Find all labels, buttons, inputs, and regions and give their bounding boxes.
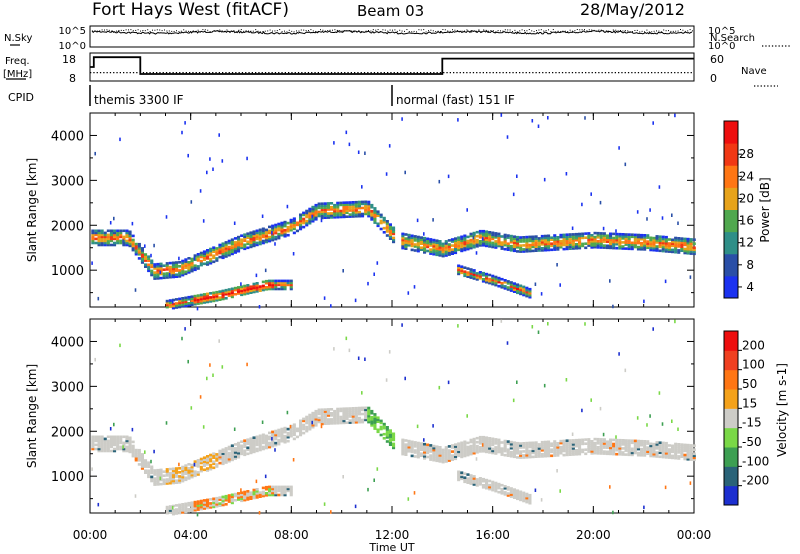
noise-panel-frame — [89, 25, 695, 48]
power-colorbar-tick-0: 4 — [746, 280, 754, 294]
data-layer — [91, 113, 696, 517]
power-colorbar-segment — [724, 121, 738, 144]
power-colorbar-segment — [724, 253, 738, 277]
freq-panel-frame — [89, 52, 695, 82]
xtick-label-6: 00:00 — [677, 528, 712, 542]
xtick-label-2: 08:00 — [274, 528, 309, 542]
velocity-colorbar-segment — [724, 427, 738, 448]
freq-unit-label: [MHz] — [3, 69, 32, 80]
velocity-colorbar-segment — [724, 447, 738, 467]
velocity-colorbar-segment — [724, 389, 738, 409]
velocity-colorbar-tick-3: 15 — [742, 396, 757, 410]
time-axis-label: Time UT — [368, 541, 414, 554]
xtick-label-0: 00:00 — [73, 528, 108, 542]
beam-title: Beam 03 — [357, 2, 425, 20]
xtick-label-4: 16:00 — [475, 528, 510, 542]
freq-tick-top: 18 — [62, 53, 76, 66]
velocity-colorbar-tick-6: -100 — [742, 454, 769, 468]
velocity-colorbar-frame — [723, 330, 739, 506]
freq-tick-bottom: 8 — [69, 72, 76, 85]
power-colorbar-segment — [724, 187, 738, 210]
power-colorbar-label: Power [dB] — [758, 177, 772, 242]
noise-search-label: N.Search — [710, 33, 755, 44]
power-colorbar-tick-2: 12 — [739, 236, 754, 250]
velocity-colorbar-segment — [724, 466, 738, 487]
power-colorbar-segment — [724, 231, 738, 255]
velocity-colorbar-segment — [724, 369, 738, 390]
velocity-ytick-3000: 3000 — [51, 380, 84, 395]
noise-left-tick-top: 10^5 — [59, 26, 86, 37]
xtick-label-5: 20:00 — [576, 528, 611, 542]
power-panel-frame — [89, 112, 695, 308]
xtick-label-3: 12:00 — [375, 528, 410, 542]
power-colorbar-tick-5: 24 — [739, 169, 754, 183]
nave-label: Nave — [741, 66, 767, 77]
power-ytick-4000: 4000 — [51, 129, 84, 144]
velocity-colorbar-tick-5: -50 — [742, 435, 762, 449]
velocity-colorbar-segment — [724, 350, 738, 371]
freq-trace — [90, 56, 694, 75]
velocity-ylabel: Slant Range [km] — [25, 364, 39, 468]
noise-right-tick-bottom: 10^0 — [708, 41, 735, 52]
power-colorbar-segment — [724, 209, 738, 233]
cpid-mode-0: themis 3300 IF — [94, 93, 184, 107]
power-ylabel: Slant Range [km] — [25, 158, 39, 262]
velocity-colorbar-label: Velocity [m s-1] — [775, 363, 789, 457]
freq-label: Freq. — [5, 56, 30, 67]
velocity-colorbar-tick-2: 50 — [742, 377, 757, 391]
velocity-colorbar-segment — [724, 485, 738, 506]
power-colorbar-tick-3: 16 — [739, 214, 754, 228]
velocity-panel-frame — [89, 318, 695, 514]
velocity-colorbar-tick-7: -200 — [742, 474, 769, 488]
velocity-colorbar-tick-4: -15 — [742, 416, 762, 430]
velocity-colorbar-segment — [724, 331, 738, 351]
velocity-ytick-4000: 4000 — [51, 335, 84, 350]
station-title: Fort Hays West (fitACF) — [92, 0, 289, 20]
noise-right-tick-top: 10^5 — [708, 26, 735, 37]
velocity-colorbar-segment — [724, 408, 738, 429]
noise-sky-trace — [91, 30, 693, 35]
cpid-mode-1: normal (fast) 151 IF — [396, 93, 515, 107]
velocity-ytick-2000: 2000 — [51, 425, 84, 440]
power-colorbar-frame — [723, 120, 739, 299]
power-echo-field — [91, 113, 696, 311]
velocity-colorbar-tick-1: 100 — [742, 358, 765, 372]
noise-left-tick-bottom: 10^0 — [59, 41, 86, 52]
xtick-label-1: 04:00 — [173, 528, 208, 542]
nave-tick-bottom: 0 — [710, 72, 717, 85]
noise-sky-label: N.Sky — [4, 33, 32, 44]
cpid-label: CPID — [8, 91, 34, 104]
velocity-echo-field — [91, 319, 696, 517]
power-colorbar-segment — [724, 143, 738, 166]
power-ytick-3000: 3000 — [51, 174, 84, 189]
date-title: 28/May/2012 — [580, 0, 685, 19]
power-colorbar-tick-1: 8 — [746, 258, 754, 272]
power-colorbar-segment — [724, 275, 738, 299]
velocity-colorbar-tick-0: 200 — [742, 338, 765, 352]
velocity-ytick-1000: 1000 — [51, 470, 84, 485]
nave-tick-top: 60 — [710, 53, 724, 66]
power-ytick-2000: 2000 — [51, 219, 84, 234]
power-ytick-1000: 1000 — [51, 264, 84, 279]
power-colorbar-tick-4: 20 — [739, 191, 754, 205]
power-colorbar-tick-6: 28 — [739, 147, 754, 161]
power-colorbar-segment — [724, 165, 738, 188]
